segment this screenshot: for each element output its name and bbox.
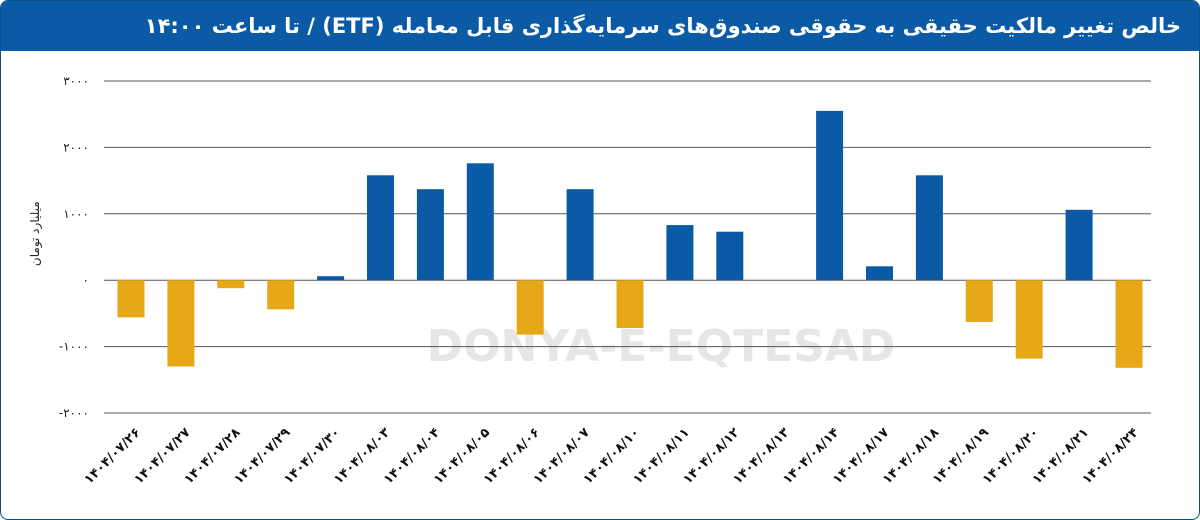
bar <box>566 189 594 281</box>
bar <box>516 280 544 335</box>
bar <box>1065 209 1093 281</box>
bar <box>666 225 694 281</box>
y-tick-label: ۱۰۰۰ <box>63 207 89 221</box>
chart-title: خالص تغییر مالکیت حقیقی به حقوقی صندوق‌ه… <box>144 14 1181 38</box>
bar <box>317 276 345 281</box>
bar <box>416 189 444 281</box>
bar <box>466 163 494 281</box>
bar <box>267 280 295 310</box>
y-axis-label: میلیارد تومان <box>28 201 43 266</box>
bar <box>716 231 744 281</box>
bar <box>915 175 943 281</box>
y-tick-label: ۳۰۰۰ <box>63 74 89 88</box>
bar <box>866 266 893 281</box>
bar <box>217 280 245 289</box>
y-tick-label: -۱۰۰۰ <box>59 340 89 354</box>
bar <box>965 280 993 322</box>
bars <box>117 110 1143 368</box>
y-tick-label: ۰ <box>83 273 89 287</box>
bar <box>1015 280 1043 359</box>
bar <box>616 280 644 328</box>
bar <box>816 110 844 281</box>
y-tick-label: -۲۰۰۰ <box>59 406 89 420</box>
bar <box>117 280 145 318</box>
chart-plot: DONYA-E-EQTESAD -۲۰۰۰-۱۰۰۰۰۱۰۰۰۲۰۰۰۳۰۰۰ … <box>28 74 1151 487</box>
y-tick-labels: -۲۰۰۰ -۱۰۰۰ ۰ ۱۰۰۰ ۲۰۰۰ ۳۰۰۰ <box>59 74 89 420</box>
chart-header: خالص تغییر مالکیت حقیقی به حقوقی صندوق‌ه… <box>1 1 1199 51</box>
y-tick-label: ۲۰۰۰ <box>63 140 89 154</box>
bar <box>367 175 394 281</box>
bar <box>1115 280 1143 368</box>
bar <box>167 280 195 367</box>
x-tick-labels: ۱۴۰۴/۰۷/۲۶۱۴۰۴/۰۷/۲۷۱۴۰۴/۰۷/۲۸۱۴۰۴/۰۷/۲۹… <box>82 425 1142 487</box>
